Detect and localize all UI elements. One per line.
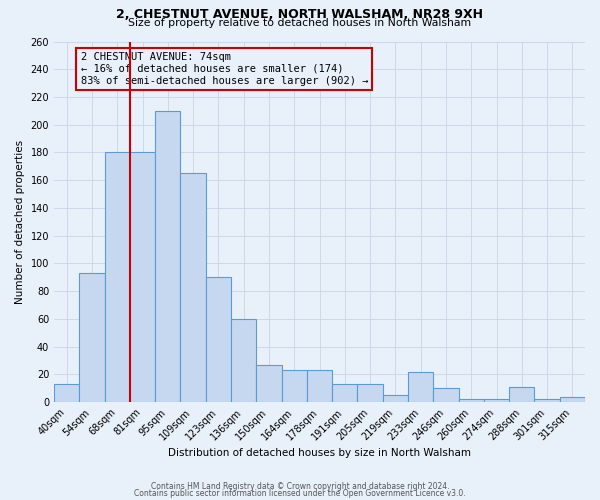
Bar: [79, 273, 104, 402]
Bar: [383, 395, 408, 402]
Bar: [307, 370, 332, 402]
Bar: [256, 364, 281, 402]
Bar: [54, 384, 79, 402]
Y-axis label: Number of detached properties: Number of detached properties: [15, 140, 25, 304]
Text: 2 CHESTNUT AVENUE: 74sqm
← 16% of detached houses are smaller (174)
83% of semi-: 2 CHESTNUT AVENUE: 74sqm ← 16% of detach…: [80, 52, 368, 86]
Bar: [433, 388, 458, 402]
Bar: [535, 400, 560, 402]
Text: Contains HM Land Registry data © Crown copyright and database right 2024.: Contains HM Land Registry data © Crown c…: [151, 482, 449, 491]
Text: 2, CHESTNUT AVENUE, NORTH WALSHAM, NR28 9XH: 2, CHESTNUT AVENUE, NORTH WALSHAM, NR28 …: [116, 8, 484, 20]
Bar: [358, 384, 383, 402]
Bar: [231, 319, 256, 402]
Bar: [458, 400, 484, 402]
Bar: [130, 152, 155, 402]
Bar: [484, 400, 509, 402]
Bar: [206, 278, 231, 402]
Bar: [560, 396, 585, 402]
Bar: [281, 370, 307, 402]
Bar: [104, 152, 130, 402]
Bar: [181, 174, 206, 402]
Bar: [332, 384, 358, 402]
Text: Size of property relative to detached houses in North Walsham: Size of property relative to detached ho…: [128, 18, 472, 28]
Bar: [155, 111, 181, 402]
Bar: [509, 387, 535, 402]
Text: Contains public sector information licensed under the Open Government Licence v3: Contains public sector information licen…: [134, 490, 466, 498]
X-axis label: Distribution of detached houses by size in North Walsham: Distribution of detached houses by size …: [168, 448, 471, 458]
Bar: [408, 372, 433, 402]
